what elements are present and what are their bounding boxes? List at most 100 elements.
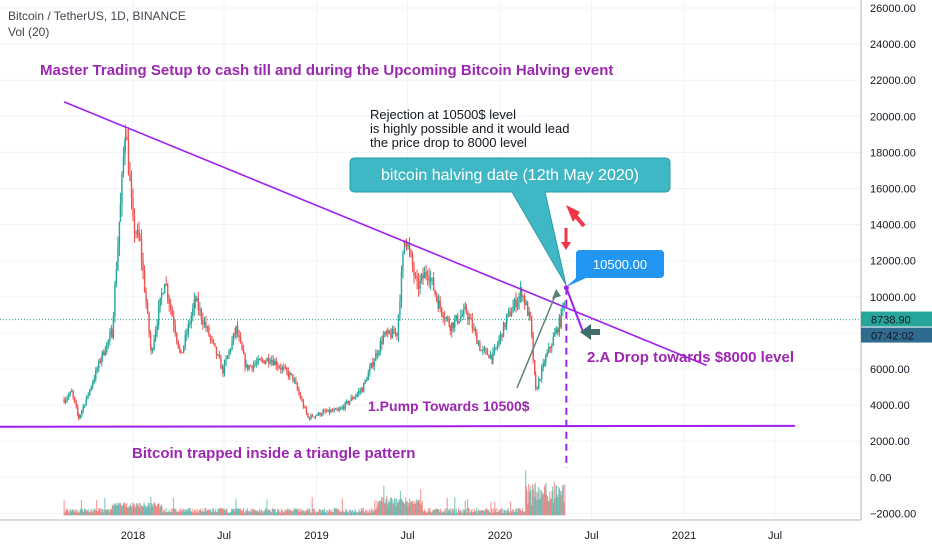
volume-bar bbox=[77, 512, 80, 516]
candle-body bbox=[66, 397, 68, 400]
volume-bar bbox=[383, 485, 385, 516]
volume-indicator-label: Vol (20) bbox=[8, 25, 50, 39]
candle-body bbox=[205, 321, 207, 328]
volume-bar bbox=[135, 502, 138, 516]
candle-body bbox=[96, 368, 99, 370]
volume-bar bbox=[314, 512, 316, 516]
volume-bar bbox=[468, 508, 470, 516]
candle-body bbox=[248, 365, 250, 370]
volume-bar bbox=[109, 509, 111, 516]
rejection-note-line-1: Rejection at 10500$ level bbox=[370, 107, 516, 122]
volume-bar bbox=[343, 512, 345, 516]
volume-bar bbox=[228, 513, 230, 516]
volume-bar bbox=[129, 506, 131, 516]
volume-bar bbox=[273, 509, 275, 516]
volume-bar bbox=[332, 512, 334, 516]
candle-body bbox=[515, 299, 517, 308]
volume-bar bbox=[193, 513, 195, 516]
volume-bar bbox=[135, 506, 137, 516]
volume-bar bbox=[255, 510, 258, 516]
volume-bar bbox=[529, 485, 531, 516]
volume-bar bbox=[335, 508, 337, 516]
candle-body bbox=[292, 374, 294, 381]
volume-bar bbox=[203, 511, 205, 516]
volume-bar bbox=[240, 511, 242, 516]
candle-body bbox=[416, 276, 418, 282]
volume-bar bbox=[313, 510, 315, 516]
volume-bar bbox=[407, 505, 409, 516]
volume-bar bbox=[351, 509, 353, 516]
volume-bar bbox=[487, 510, 489, 516]
volume-bar bbox=[300, 509, 302, 516]
candle-body bbox=[258, 358, 261, 360]
volume-bar bbox=[194, 510, 196, 516]
volume-bar bbox=[87, 508, 89, 516]
candle-body bbox=[168, 298, 170, 304]
volume-bar bbox=[389, 502, 391, 516]
volume-bar bbox=[265, 508, 267, 516]
candle-body bbox=[452, 322, 454, 328]
candle-body bbox=[202, 319, 204, 325]
price-tick-label: 4000.00 bbox=[870, 400, 910, 412]
volume-bar bbox=[123, 502, 126, 516]
volume-bar bbox=[99, 508, 101, 516]
candle-body bbox=[269, 362, 271, 364]
volume-bar bbox=[85, 509, 87, 516]
candle-body bbox=[426, 275, 429, 277]
candle-body bbox=[136, 229, 139, 235]
volume-bar bbox=[313, 508, 316, 516]
volume-bar bbox=[266, 499, 268, 516]
candle-body bbox=[304, 407, 306, 409]
volume-bar bbox=[294, 508, 296, 516]
volume-bar bbox=[91, 509, 93, 516]
candle-body bbox=[84, 405, 86, 407]
volume-bar bbox=[267, 509, 270, 516]
time-tick-label: 2020 bbox=[488, 530, 512, 542]
volume-bar bbox=[144, 504, 146, 516]
candle-body bbox=[379, 341, 382, 352]
volume-bar bbox=[319, 509, 321, 516]
candle-body bbox=[355, 395, 357, 398]
candle-body bbox=[523, 295, 526, 305]
volume-bar bbox=[227, 512, 229, 516]
volume-bar bbox=[414, 503, 417, 516]
volume-bar bbox=[122, 504, 124, 516]
volume-bar bbox=[426, 512, 428, 516]
candle-body bbox=[90, 386, 92, 390]
candle-body bbox=[482, 349, 484, 351]
volume-bar bbox=[165, 508, 167, 516]
volume-bar bbox=[71, 511, 73, 516]
volume-bar bbox=[562, 484, 564, 516]
volume-bar bbox=[364, 511, 366, 516]
candle-body bbox=[133, 216, 136, 233]
volume-bar bbox=[217, 508, 219, 516]
volume-bar bbox=[185, 510, 187, 516]
volume-bar bbox=[536, 499, 538, 516]
candle-body bbox=[69, 392, 71, 396]
volume-bar bbox=[496, 508, 498, 516]
volume-bar bbox=[224, 510, 226, 516]
volume-bar bbox=[268, 509, 270, 516]
volume-bar bbox=[338, 508, 340, 516]
candle-body bbox=[338, 409, 340, 411]
volume-bar bbox=[476, 513, 478, 516]
volume-bar bbox=[537, 487, 540, 516]
candle-body bbox=[542, 362, 544, 368]
price-tick-label: 12000.00 bbox=[870, 256, 916, 268]
volume-bar bbox=[75, 509, 77, 516]
volume-bar bbox=[511, 512, 513, 516]
volume-bar bbox=[388, 499, 390, 516]
volume-bar bbox=[211, 512, 213, 516]
volume-bar bbox=[77, 510, 79, 516]
volume-bar bbox=[544, 486, 546, 516]
volume-bar bbox=[369, 512, 371, 516]
candle-body bbox=[519, 289, 522, 296]
candle-body bbox=[344, 402, 346, 409]
volume-bar bbox=[249, 511, 251, 516]
volume-bar bbox=[402, 502, 405, 516]
volume-bar bbox=[558, 488, 561, 516]
time-tick-label: Jul bbox=[768, 530, 782, 542]
volume-bar bbox=[63, 500, 65, 516]
candle-body bbox=[440, 307, 443, 315]
